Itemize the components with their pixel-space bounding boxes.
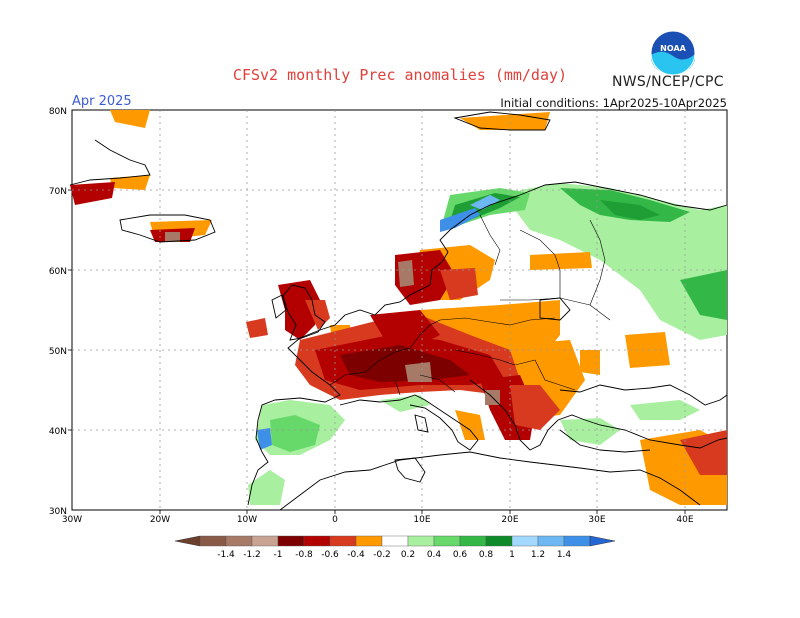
legend-swatch: [277, 535, 305, 547]
legend-label: 1: [509, 550, 515, 560]
legend-swatch: [381, 535, 409, 547]
lon-axis-labels: 30W 20W 10W 0 10E 20E 30E 40E: [62, 515, 694, 525]
legend-label: 0.4: [427, 550, 442, 560]
legend-swatch: [537, 535, 565, 547]
legend-swatch: [485, 535, 513, 547]
map-border: [71, 109, 728, 511]
legend-arrow-high: [589, 535, 616, 547]
lat-label: 50N: [49, 347, 67, 357]
legend-label: -1.2: [243, 550, 261, 560]
lat-axis-labels: 80N 70N 60N 50N 40N 30N: [49, 107, 67, 517]
legend-swatch: [329, 535, 357, 547]
lat-label: 40N: [49, 427, 67, 437]
initial-conditions: Initial conditions: 1Apr2025-10Apr2025: [500, 96, 727, 110]
lon-label: 20W: [150, 515, 170, 525]
legend-swatch: [199, 535, 227, 547]
legend-swatch: [225, 535, 253, 547]
lon-label: 40E: [676, 515, 693, 525]
lon-label: 30E: [588, 515, 605, 525]
legend-swatch: [355, 535, 383, 547]
forecast-month: Apr 2025: [72, 94, 132, 109]
lon-label: 10E: [413, 515, 430, 525]
lon-label: 30W: [62, 515, 82, 525]
legend-arrow-low: [175, 535, 201, 547]
agency-label: NWS/NCEP/CPC: [612, 74, 724, 90]
lon-label: 0: [332, 515, 338, 525]
legend-label: -0.4: [347, 550, 365, 560]
legend-swatch: [251, 535, 279, 547]
lat-label: 60N: [49, 267, 67, 277]
legend-swatch: [459, 535, 487, 547]
chart-title: CFSv2 monthly Prec anomalies (mm/day): [232, 66, 568, 84]
coastlines: [69, 111, 728, 511]
lat-label: 70N: [49, 187, 67, 197]
legend-label: 1.2: [531, 550, 545, 560]
noaa-logo: NOAA: [650, 30, 696, 76]
legend-label: -0.6: [321, 550, 339, 560]
svg-text:NOAA: NOAA: [660, 44, 686, 53]
legend-label: 1.4: [557, 550, 572, 560]
legend-label: -1: [274, 550, 283, 560]
axis-ticks: [68, 189, 686, 514]
legend-label: 0.2: [401, 550, 415, 560]
lat-label: 80N: [49, 107, 67, 117]
legend-label: -1.4: [217, 550, 235, 560]
legend-swatch: [407, 535, 435, 547]
lon-label: 10W: [237, 515, 257, 525]
country-borders: [329, 214, 611, 396]
legend-swatch: [511, 535, 539, 547]
color-legend: -1.4 -1.2 -1 -0.8 -0.6 -0.4 -0.2 0.2 0.4 0.6 0.8 1 1…: [175, 535, 616, 560]
legend-label: -0.8: [295, 550, 313, 560]
legend-label: 0.6: [453, 550, 468, 560]
legend-swatch: [563, 535, 591, 547]
legend-label: 0.8: [479, 550, 494, 560]
legend-label: -0.2: [373, 550, 391, 560]
legend-swatch: [433, 535, 461, 547]
lat-label: 30N: [49, 507, 67, 517]
lon-label: 20E: [501, 515, 518, 525]
legend-swatch: [303, 535, 331, 547]
